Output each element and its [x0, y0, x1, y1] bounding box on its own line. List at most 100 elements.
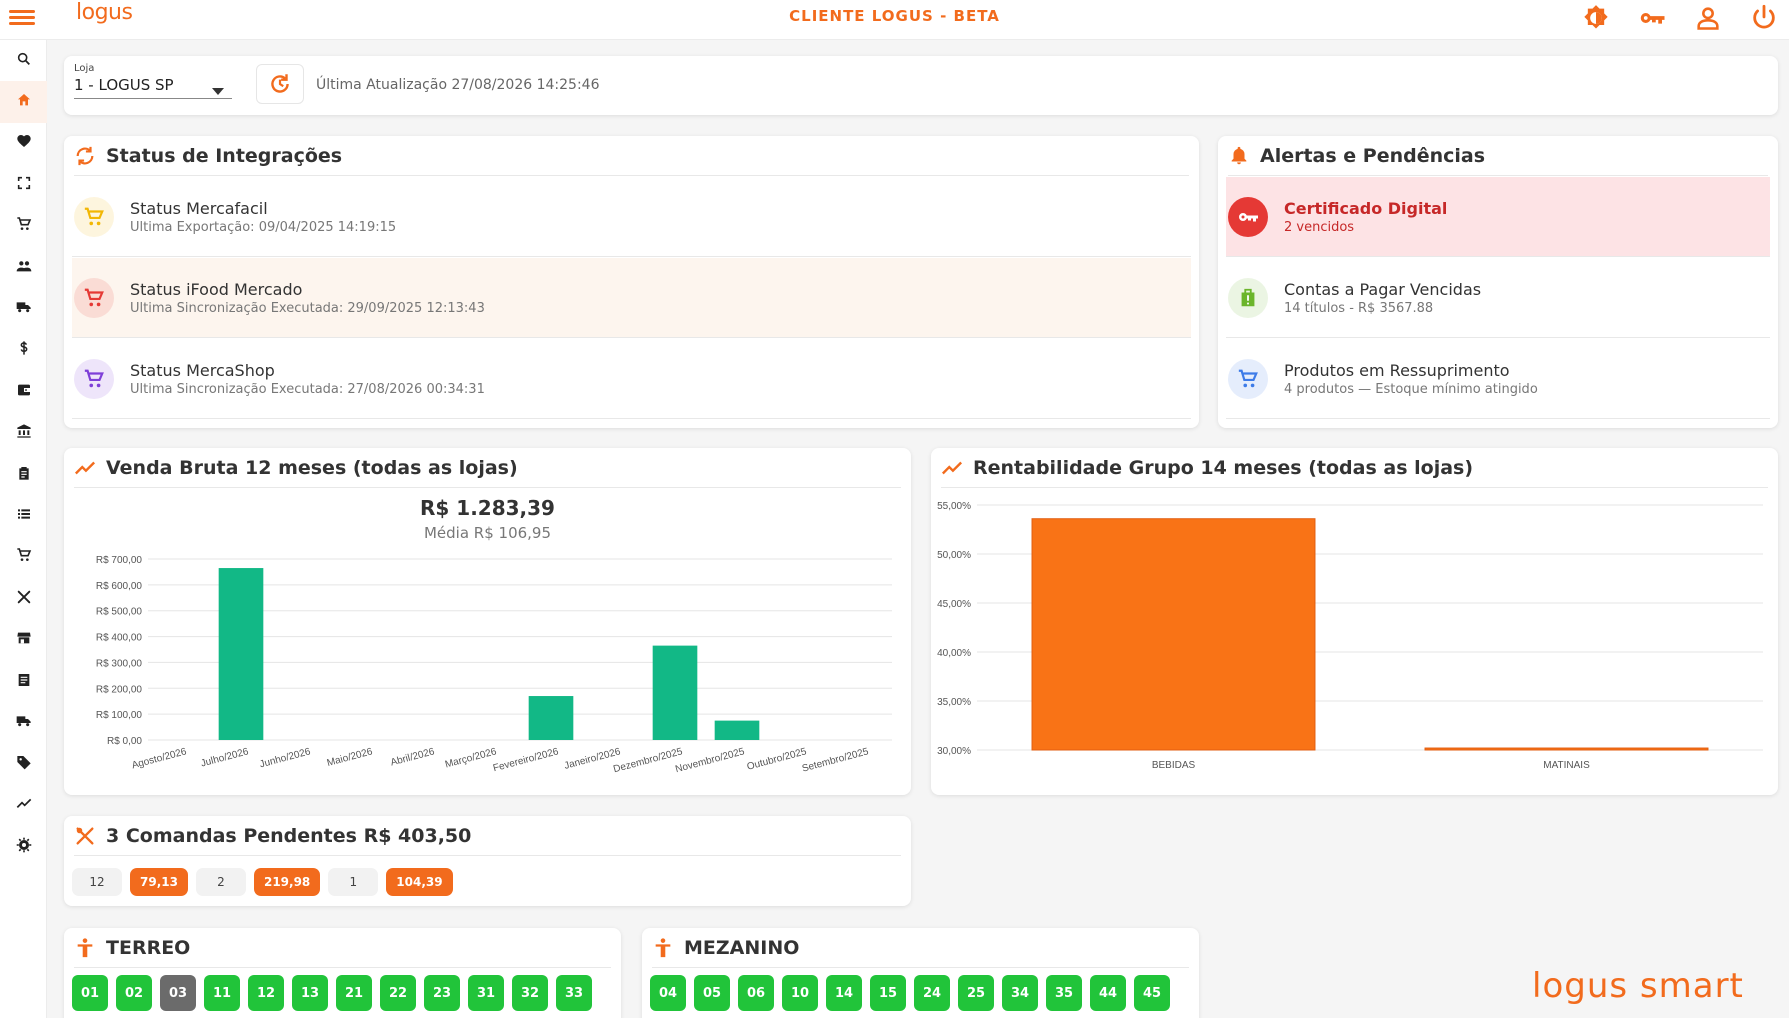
table-button[interactable]: 24 — [914, 975, 950, 1011]
heart-icon — [16, 133, 32, 153]
order-value-chip[interactable]: 104,39 — [386, 868, 453, 896]
table-button[interactable]: 03 — [160, 975, 196, 1011]
pending-orders-title: 3 Comandas Pendentes R$ 403,50 — [106, 824, 472, 847]
bar[interactable] — [528, 696, 574, 740]
list-item[interactable]: Status iFood Mercado Ultima Sincronização… — [72, 258, 1191, 338]
sidebar-item-fullscreen[interactable] — [0, 164, 47, 205]
item-subtitle: Ultima Sincronização Executada: 27/08/20… — [130, 381, 485, 397]
sidebar-item-tag[interactable] — [0, 744, 47, 785]
theme-icon[interactable] — [1581, 3, 1611, 33]
bar[interactable] — [714, 720, 760, 740]
list-item[interactable]: Status Mercafacil Ultima Exportação: 09/0… — [72, 177, 1191, 257]
sidebar-item-cutlery[interactable] — [0, 578, 47, 619]
document-icon — [16, 672, 32, 692]
table-button[interactable]: 33 — [556, 975, 592, 1011]
table-button[interactable]: 22 — [380, 975, 416, 1011]
y-tick-label: R$ 500,00 — [96, 607, 143, 618]
y-tick-label: R$ 600,00 — [96, 581, 143, 592]
table-button[interactable]: 31 — [468, 975, 504, 1011]
table-button[interactable]: 23 — [424, 975, 460, 1011]
list-item[interactable]: Status MercaShop Ultima Sincronização Exe… — [72, 339, 1191, 419]
power-icon[interactable] — [1749, 3, 1779, 33]
trending-up-icon — [74, 457, 96, 479]
table-button[interactable]: 04 — [650, 975, 686, 1011]
store-select[interactable]: Loja 1 - LOGUS SP — [74, 63, 232, 99]
list-item[interactable]: Certificado Digital 2 vencidos — [1226, 177, 1770, 257]
table-button[interactable]: 12 — [248, 975, 284, 1011]
x-tick-label: Julho/2026 — [200, 746, 251, 769]
bar[interactable] — [652, 645, 698, 740]
table-button[interactable]: 32 — [512, 975, 548, 1011]
x-tick-label: Dezembro/2025 — [612, 746, 684, 775]
sidebar-item-cart[interactable] — [0, 537, 47, 578]
sidebar-item-home[interactable] — [0, 81, 47, 123]
sidebar-item-bank[interactable] — [0, 413, 47, 454]
table-button[interactable]: 45 — [1134, 975, 1170, 1011]
y-tick-label: 40,00% — [937, 648, 971, 659]
table-button[interactable]: 01 — [72, 975, 108, 1011]
bar[interactable] — [218, 568, 264, 740]
people-icon — [16, 258, 32, 278]
sidebar-item-truck[interactable] — [0, 288, 47, 329]
clipboard-icon — [16, 465, 32, 485]
y-tick-label: 30,00% — [937, 746, 971, 757]
sidebar-item-search[interactable] — [0, 40, 47, 81]
item-subtitle: Ultima Sincronização Executada: 29/09/20… — [130, 300, 485, 316]
item-title: Certificado Digital — [1284, 198, 1448, 218]
sidebar-item-wallet[interactable] — [0, 371, 47, 412]
sidebar-item-people[interactable] — [0, 247, 47, 288]
cart-icon — [16, 216, 32, 236]
sidebar-item-truck[interactable] — [0, 702, 47, 743]
table-button[interactable]: 15 — [870, 975, 906, 1011]
table-button[interactable]: 21 — [336, 975, 372, 1011]
sidebar-item-clipboard[interactable] — [0, 454, 47, 495]
list-item[interactable]: Produtos em Ressuprimento 4 produtos — Es… — [1226, 339, 1770, 419]
table-button[interactable]: 05 — [694, 975, 730, 1011]
list-item[interactable]: Contas a Pagar Vencidas 14 títulos - R$ 3… — [1226, 258, 1770, 338]
table-button[interactable]: 02 — [116, 975, 152, 1011]
sidebar-item-document[interactable] — [0, 661, 47, 702]
table-button[interactable]: 14 — [826, 975, 862, 1011]
order-value-chip[interactable]: 219,98 — [253, 868, 321, 896]
sidebar-item-trending[interactable] — [0, 785, 47, 826]
sidebar-item-cart[interactable] — [0, 206, 47, 247]
table-button[interactable]: 44 — [1090, 975, 1126, 1011]
sync-icon — [74, 145, 96, 167]
refresh-button[interactable] — [256, 64, 304, 104]
order-value-chip[interactable]: 79,13 — [130, 868, 188, 896]
x-tick-label: BEBIDAS — [1152, 760, 1196, 771]
trending-up-icon — [941, 457, 963, 479]
settings-icon — [16, 837, 32, 857]
table-button[interactable]: 35 — [1046, 975, 1082, 1011]
order-id-chip[interactable]: 12 — [72, 868, 122, 896]
sidebar-item-settings[interactable] — [0, 826, 47, 867]
sidebar-item-store[interactable] — [0, 619, 47, 660]
y-tick-label: R$ 0,00 — [107, 736, 142, 747]
bar[interactable] — [1031, 518, 1316, 751]
order-id-chip[interactable]: 1 — [328, 868, 379, 896]
table-button[interactable]: 13 — [292, 975, 328, 1011]
order-id-chip[interactable]: 2 — [195, 868, 246, 896]
sidebar-item-list[interactable] — [0, 495, 47, 536]
last-update-text: Última Atualização 27/08/2026 14:25:46 — [316, 77, 600, 93]
sidebar-item-dollar[interactable] — [0, 330, 47, 371]
x-tick-label: Março/2026 — [444, 746, 498, 770]
x-tick-label: Setembro/2025 — [801, 746, 870, 774]
y-tick-label: 45,00% — [937, 599, 971, 610]
item-title: Produtos em Ressuprimento — [1284, 360, 1510, 380]
table-button[interactable]: 06 — [738, 975, 774, 1011]
user-icon[interactable] — [1693, 3, 1723, 33]
store-select-value: 1 - LOGUS SP — [74, 76, 174, 94]
table-button[interactable]: 10 — [782, 975, 818, 1011]
item-subtitle: 4 produtos — Estoque mínimo atingido — [1284, 381, 1538, 397]
menu-icon[interactable] — [9, 7, 35, 29]
table-button[interactable]: 25 — [958, 975, 994, 1011]
key-icon[interactable] — [1637, 3, 1667, 33]
table-button[interactable]: 11 — [204, 975, 240, 1011]
sidebar — [0, 40, 47, 1018]
sidebar-item-heart[interactable] — [0, 123, 47, 164]
alerts-title: Alertas e Pendências — [1260, 144, 1486, 167]
bar[interactable] — [1424, 747, 1709, 751]
table-button[interactable]: 34 — [1002, 975, 1038, 1011]
x-tick-label: Agosto/2026 — [131, 746, 189, 771]
